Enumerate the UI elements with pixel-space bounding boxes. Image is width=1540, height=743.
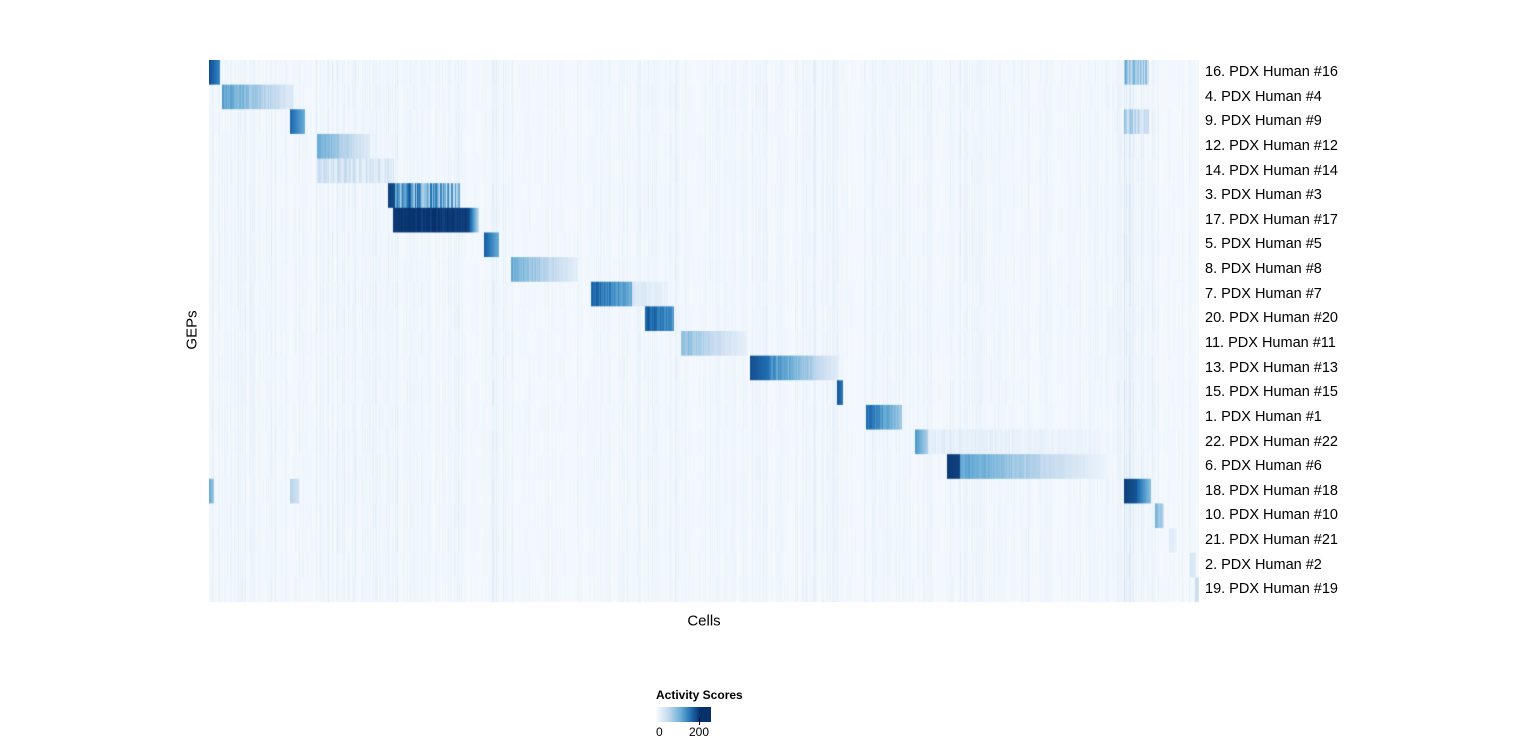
- row-label: 5. PDX Human #5: [1205, 236, 1322, 253]
- row-label: 3. PDX Human #3: [1205, 187, 1322, 204]
- legend: Activity Scores 0 200: [656, 688, 776, 739]
- y-axis-label: GEPs: [183, 310, 201, 350]
- legend-title: Activity Scores: [656, 688, 743, 702]
- row-label: 13. PDX Human #13: [1205, 359, 1338, 376]
- row-label: 4. PDX Human #4: [1205, 88, 1322, 105]
- row-label: 22. PDX Human #22: [1205, 433, 1338, 450]
- row-label: 10. PDX Human #10: [1205, 507, 1338, 524]
- row-label: 11. PDX Human #11: [1205, 335, 1336, 351]
- heatmap-canvas: [209, 60, 1199, 602]
- row-label: 1. PDX Human #1: [1205, 408, 1322, 425]
- row-label: 17. PDX Human #17: [1205, 211, 1338, 228]
- row-label: 19. PDX Human #19: [1205, 581, 1338, 598]
- row-label: 14. PDX Human #14: [1205, 162, 1338, 179]
- row-label: 7. PDX Human #7: [1205, 285, 1322, 302]
- legend-tick-min: 0: [656, 725, 663, 739]
- row-label: 9. PDX Human #9: [1205, 113, 1322, 130]
- row-label: 2. PDX Human #2: [1205, 556, 1322, 573]
- row-label: 21. PDX Human #21: [1205, 532, 1338, 549]
- legend-tick-max: 200: [688, 725, 710, 739]
- row-label: 16. PDX Human #16: [1205, 64, 1338, 80]
- x-axis-label: Cells: [687, 612, 721, 630]
- row-label: 6. PDX Human #6: [1205, 458, 1322, 475]
- row-label: 20. PDX Human #20: [1205, 310, 1338, 327]
- row-label: 18. PDX Human #18: [1205, 482, 1338, 499]
- row-label: 12. PDX Human #12: [1205, 137, 1338, 154]
- row-label: 15. PDX Human #15: [1205, 384, 1338, 401]
- legend-tick-mark: [699, 718, 700, 725]
- legend-colorbar: [656, 707, 711, 722]
- row-label: 8. PDX Human #8: [1205, 261, 1322, 278]
